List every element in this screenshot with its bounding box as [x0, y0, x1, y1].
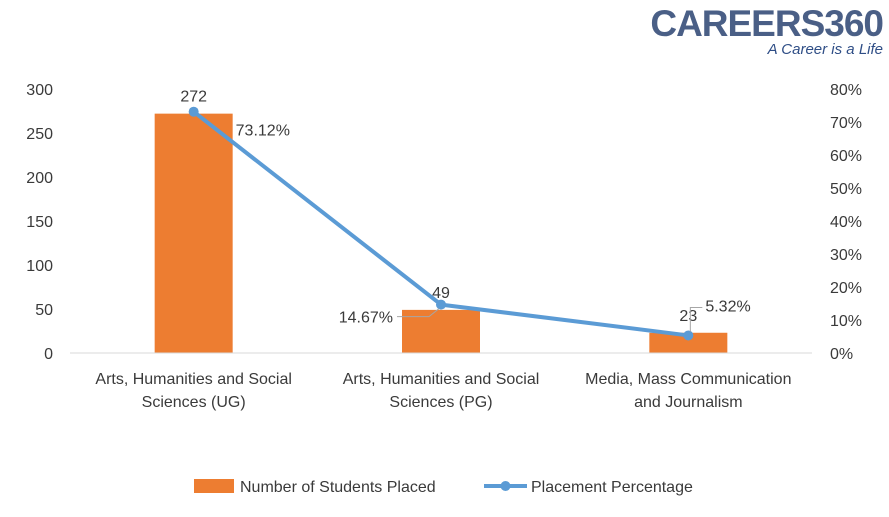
right-tick-label: 50% [830, 181, 862, 198]
left-tick-label: 250 [26, 126, 53, 143]
right-tick-label: 30% [830, 247, 862, 264]
data-label-leader-line [397, 308, 440, 318]
bar-data-label: 272 [180, 89, 207, 106]
legend-bar-swatch [194, 479, 234, 493]
right-tick-label: 70% [830, 115, 862, 132]
right-tick-label: 0% [830, 346, 853, 363]
right-axis-ticks: 0% 10% 20% 30% 40% 50% 60% 70% 80% [830, 82, 862, 363]
right-tick-label: 20% [830, 280, 862, 297]
right-tick-label: 40% [830, 214, 862, 231]
left-tick-label: 150 [26, 214, 53, 231]
left-tick-label: 50 [35, 302, 53, 319]
legend: Number of Students Placed Placement Perce… [194, 479, 693, 496]
left-axis-ticks: 0 50 100 150 200 250 300 [26, 82, 53, 363]
bar [649, 332, 728, 353]
bar-data-label: 23 [679, 308, 697, 325]
line-data-label: 5.32% [705, 298, 750, 315]
line-data-labels: 73.12% 14.67% 5.32% [236, 123, 751, 332]
left-tick-label: 0 [44, 346, 53, 363]
logo-name: CAREERS360 [650, 3, 884, 44]
legend-line-marker [500, 481, 511, 491]
bar-series [154, 113, 728, 353]
line-point [188, 106, 199, 117]
line-point [436, 299, 446, 310]
legend-label-bars: Number of Students Placed [240, 479, 436, 496]
category-label: Arts, Humanities and Social Sciences (PG) [343, 371, 540, 411]
data-label-leader-line [689, 306, 703, 332]
right-tick-label: 80% [830, 82, 862, 99]
bar-data-labels: 272 49 23 [180, 89, 697, 325]
left-tick-label: 300 [26, 82, 53, 99]
right-tick-label: 10% [830, 313, 862, 330]
line-point [683, 330, 694, 341]
bar [154, 113, 233, 353]
legend-label-line: Placement Percentage [531, 479, 693, 496]
bar-data-label: 49 [432, 285, 450, 302]
careers360-logo: CAREERS360 A Career is a Life [650, 3, 884, 58]
right-tick-label: 60% [830, 148, 862, 165]
category-labels: Arts, Humanities and Social Sciences (UG)… [95, 371, 791, 411]
left-tick-label: 200 [26, 170, 53, 187]
line-series [188, 106, 694, 341]
line-data-label: 14.67% [339, 310, 393, 327]
logo-tagline: A Career is a Life [767, 41, 883, 58]
category-label: Media, Mass Communication and Journalism [585, 371, 791, 411]
category-label: Arts, Humanities and Social Sciences (UG) [95, 371, 292, 411]
left-tick-label: 100 [26, 258, 53, 275]
line-data-label: 73.12% [236, 123, 290, 140]
